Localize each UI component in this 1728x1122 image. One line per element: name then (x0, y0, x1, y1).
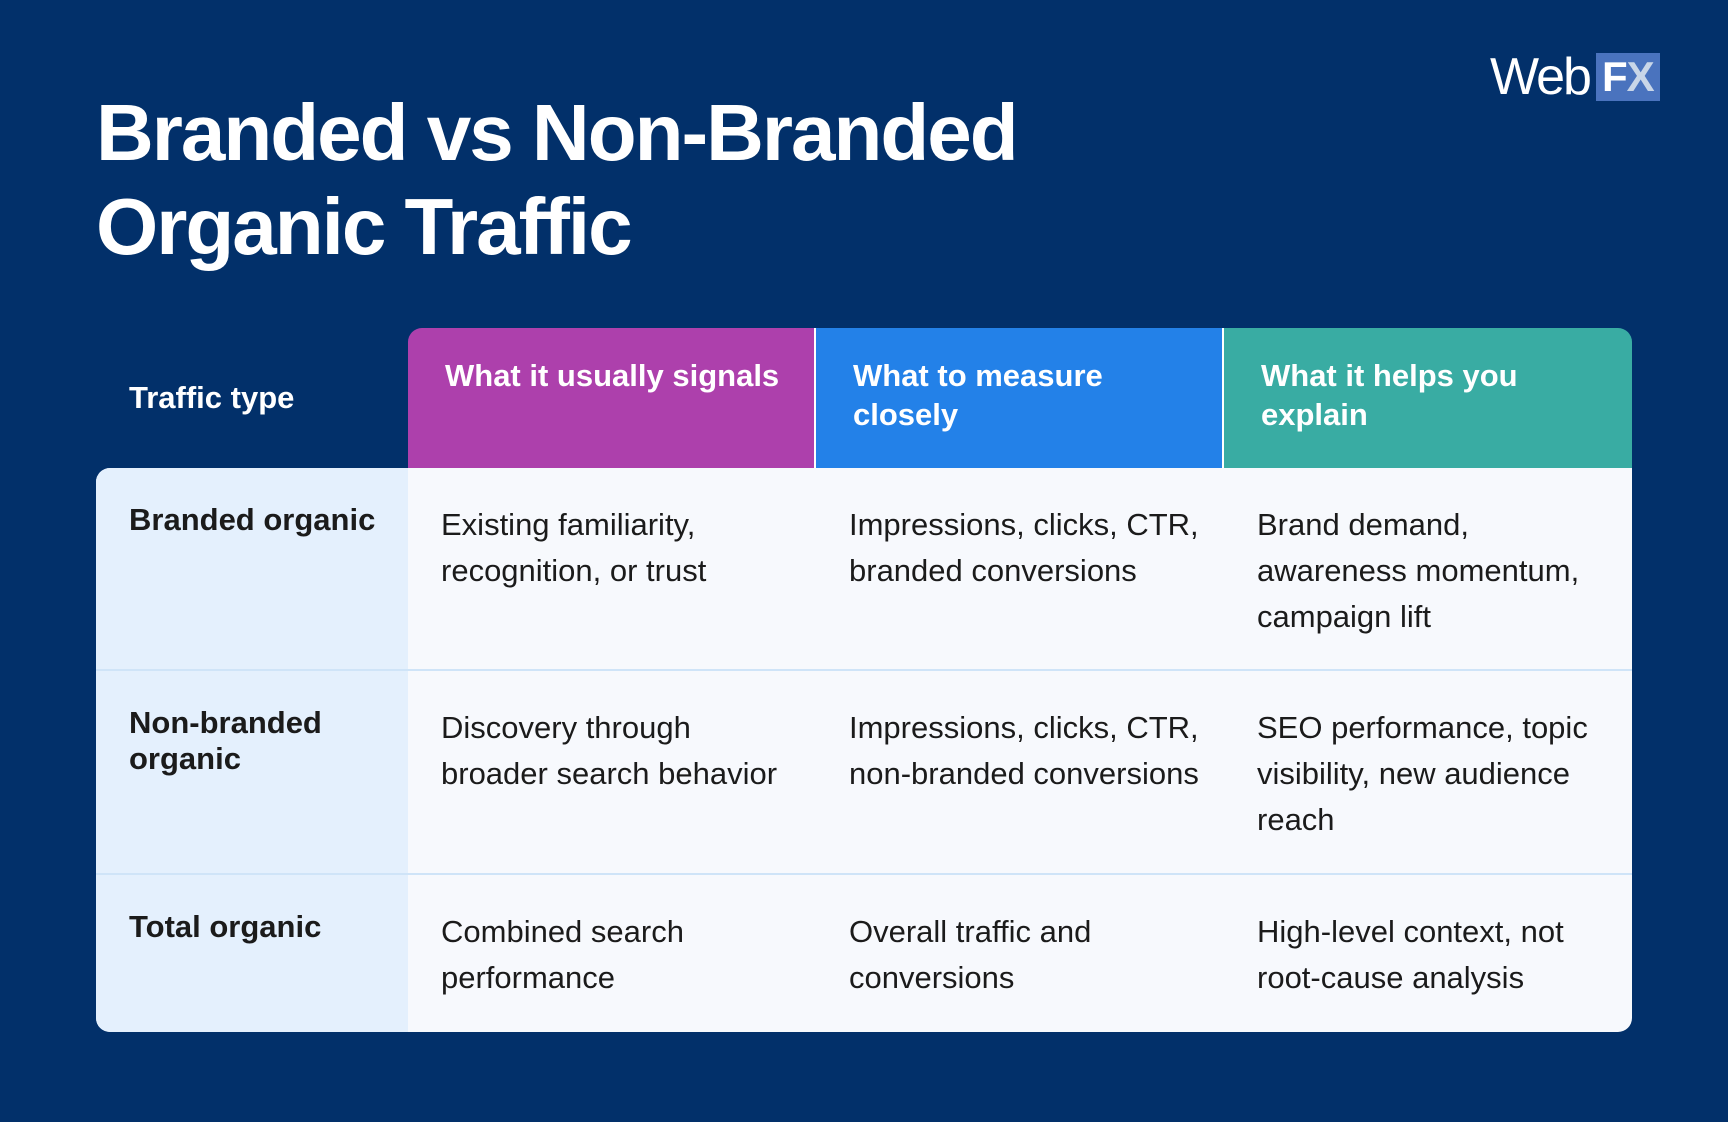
logo-web-text: Web (1490, 48, 1592, 106)
table-cell: Impressions, clicks, CTR, non-branded co… (849, 710, 1199, 791)
webfx-logo: Web FX (1490, 48, 1660, 106)
table-cell: Discovery through broader search behavio… (441, 710, 778, 791)
table-cell: Existing familiarity, recognition, or tr… (441, 507, 707, 588)
table-cell: High-level context, not root-cause analy… (1257, 914, 1564, 995)
header-signals: What it usually signals (408, 328, 816, 468)
comparison-table: Traffic type What it usually signals Wha… (96, 328, 1632, 1032)
header-traffic-type: Traffic type (129, 380, 295, 415)
table-row: Total organic Combined search performanc… (96, 875, 1632, 1032)
row-label: Non-branded organic (96, 671, 408, 873)
row-label: Branded organic (96, 468, 408, 669)
table-cell: Combined search performance (441, 914, 684, 995)
table-cell: Overall traffic and conversions (849, 914, 1092, 995)
table-cell: Impressions, clicks, CTR, branded conver… (849, 507, 1199, 588)
table-body: Branded organic Existing familiarity, re… (96, 468, 1632, 1032)
table-row: Branded organic Existing familiarity, re… (96, 468, 1632, 671)
table-cell: Brand demand, awareness momentum, campai… (1257, 507, 1580, 634)
header-measure: What to measure closely (816, 328, 1224, 468)
logo-x: X (1626, 53, 1655, 100)
table-row: Non-branded organic Discovery through br… (96, 671, 1632, 875)
page-title: Branded vs Non-Branded Organic Traffic (96, 88, 1019, 271)
logo-f: F (1601, 53, 1628, 100)
table-header: Traffic type What it usually signals Wha… (96, 328, 1632, 468)
header-explain: What it helps you explain (1224, 328, 1632, 468)
table-cell: SEO performance, topic visibility, new a… (1257, 710, 1588, 837)
logo-fx-badge: FX (1595, 53, 1660, 101)
row-label: Total organic (96, 875, 408, 1032)
